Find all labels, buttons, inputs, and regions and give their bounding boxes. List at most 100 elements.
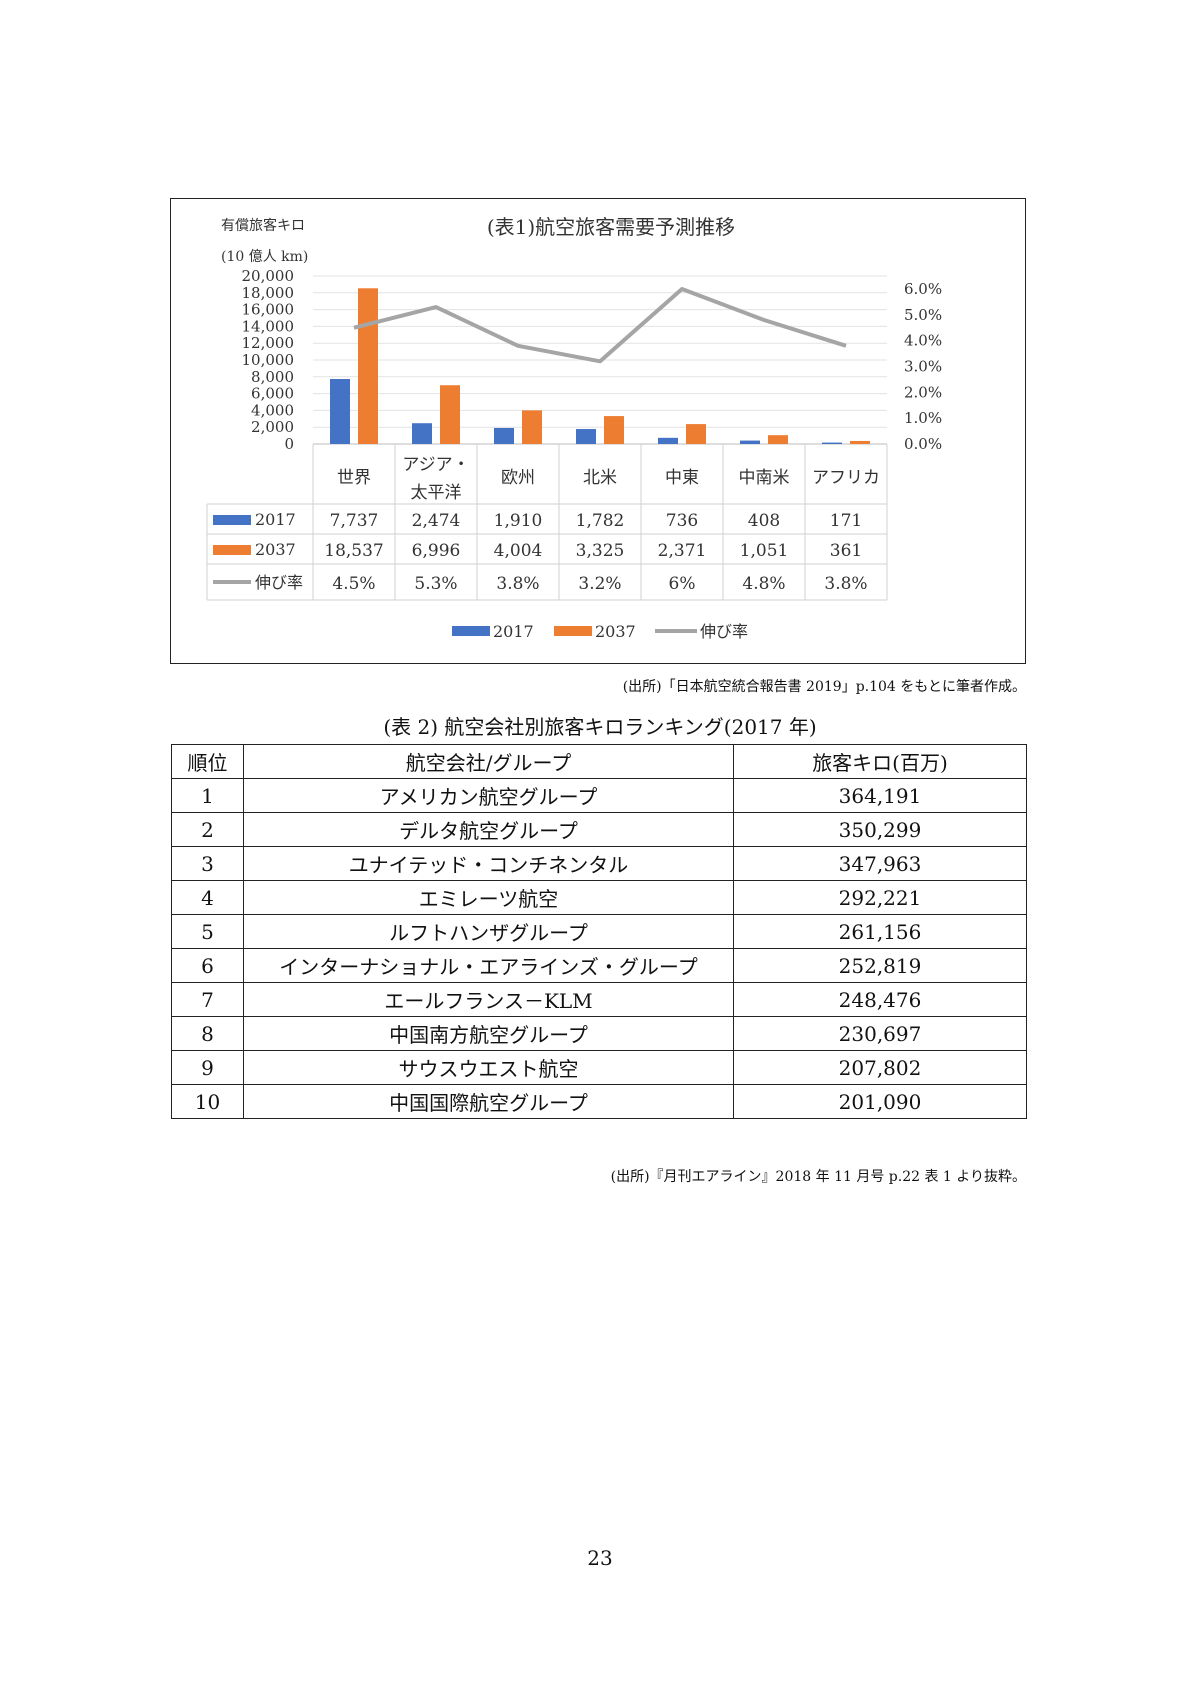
table-row: 8 中国南方航空グループ 230,697 <box>171 1016 1027 1051</box>
header-passenger-km: 旅客キロ(百万) <box>733 744 1027 779</box>
table-row: 9 サウスウエスト航空 207,802 <box>171 1050 1027 1085</box>
data-label: 4.8% <box>742 574 785 594</box>
series-row-label: 2017 <box>255 510 296 529</box>
series-row-label: 伸び率 <box>255 573 303 592</box>
y-axis-label-line1: 有償旅客キロ <box>221 217 305 234</box>
bar-2017 <box>576 429 596 444</box>
category-label: アフリカ <box>812 468 880 488</box>
y-tick-left: 18,000 <box>242 284 295 302</box>
rank-cell: 5 <box>171 914 244 949</box>
series-row-label: 2037 <box>255 540 296 559</box>
rank-cell: 4 <box>171 880 244 915</box>
table-row: 7 エールフランス－KLM 248,476 <box>171 982 1027 1017</box>
data-label: 3.8% <box>496 574 539 594</box>
bar-2017 <box>658 437 678 444</box>
data-label: 6% <box>669 574 696 594</box>
data-label: 4.5% <box>332 574 375 594</box>
chart-source-note: (出所)「日本航空統合報告書 2019」p.104 をもとに筆者作成。 <box>622 679 1026 695</box>
page-number: 23 <box>587 1546 613 1570</box>
passenger-km-cell: 201,090 <box>733 1084 1027 1119</box>
bar-2037 <box>686 424 706 444</box>
table-source-note: (出所)『月刊エアライン』2018 年 11 月号 p.22 表 1 より抜粋。 <box>610 1169 1026 1185</box>
legend-label: 伸び率 <box>700 622 748 641</box>
data-label: 171 <box>830 511 862 531</box>
passenger-km-cell: 350,299 <box>733 812 1027 847</box>
bar-2037 <box>522 410 542 444</box>
chart-frame: (表1)航空旅客需要予測推移 有償旅客キロ (10 億人 km) 0 2,000 4,00… <box>170 198 1026 664</box>
rank-cell: 3 <box>171 846 244 881</box>
passenger-km-cell: 248,476 <box>733 982 1027 1017</box>
passenger-km-cell: 292,221 <box>733 880 1027 915</box>
passenger-km-cell: 230,697 <box>733 1016 1027 1051</box>
category-label: 世界 <box>337 468 371 488</box>
y-tick-right: 4.0% <box>904 332 942 350</box>
y-tick-left: 12,000 <box>242 334 295 352</box>
rank-cell: 1 <box>171 778 244 813</box>
data-label: 4,004 <box>494 541 543 561</box>
airline-cell: ルフトハンザグループ <box>243 914 734 949</box>
data-label: 7,737 <box>330 511 379 531</box>
chart-title: (表1)航空旅客需要予測推移 <box>487 215 735 239</box>
passenger-km-cell: 261,156 <box>733 914 1027 949</box>
category-label: 中南米 <box>739 468 790 488</box>
header-rank: 順位 <box>171 744 244 779</box>
data-label: 1,051 <box>740 541 789 561</box>
y-tick-right: 3.0% <box>904 358 942 376</box>
data-label: 1,910 <box>494 511 543 531</box>
passenger-km-cell: 364,191 <box>733 778 1027 813</box>
y-tick-left: 8,000 <box>251 368 294 386</box>
y-tick-left: 10,000 <box>242 351 295 369</box>
bar-2037 <box>440 385 460 444</box>
data-label: 5.3% <box>414 574 457 594</box>
table-row: 6 インターナショナル・エアラインズ・グループ 252,819 <box>171 948 1027 983</box>
y-tick-left: 20,000 <box>242 267 295 285</box>
rank-cell: 6 <box>171 948 244 983</box>
rank-cell: 2 <box>171 812 244 847</box>
y-tick-left: 6,000 <box>251 385 294 403</box>
category-label: 中東 <box>665 468 699 488</box>
data-label: 408 <box>748 511 780 531</box>
y-axis-label-line2: (10 億人 km) <box>221 249 308 265</box>
airline-cell: エミレーツ航空 <box>243 880 734 915</box>
passenger-km-cell: 347,963 <box>733 846 1027 881</box>
table-row: 4 エミレーツ航空 292,221 <box>171 880 1027 915</box>
y-tick-right: 0.0% <box>904 435 942 453</box>
y-tick-left: 2,000 <box>251 418 294 436</box>
airline-cell: インターナショナル・エアラインズ・グループ <box>243 948 734 983</box>
category-label: 欧州 <box>501 468 535 488</box>
y-tick-right: 5.0% <box>904 306 942 324</box>
rank-cell: 8 <box>171 1016 244 1051</box>
legend-key-2017 <box>213 515 251 525</box>
airline-ranking-table: 順位 航空会社/グループ 旅客キロ(百万) 1 アメリカン航空グループ 364,19… <box>171 744 1027 1119</box>
data-label: 361 <box>830 541 862 561</box>
bar-2037 <box>768 435 788 444</box>
header-airline: 航空会社/グループ <box>243 744 734 779</box>
line-伸び率 <box>353 287 847 364</box>
table-title: (表 2) 航空会社別旅客キロランキング(2017 年) <box>383 715 817 739</box>
bar-2017 <box>330 379 350 444</box>
bar-2037 <box>358 288 378 444</box>
category-label: 北米 <box>583 468 617 488</box>
data-label: 3,325 <box>576 541 625 561</box>
bar-2017 <box>822 442 842 444</box>
table-row: 5 ルフトハンザグループ 261,156 <box>171 914 1027 949</box>
y-tick-right: 6.0% <box>904 280 942 298</box>
bar-2017 <box>412 423 432 444</box>
legend-swatch-2017 <box>452 626 490 636</box>
data-label: 18,537 <box>324 541 383 561</box>
passenger-km-cell: 207,802 <box>733 1050 1027 1085</box>
airline-cell: サウスウエスト航空 <box>243 1050 734 1085</box>
table-row: 3 ユナイテッド・コンチネンタル 347,963 <box>171 846 1027 881</box>
data-label: 1,782 <box>576 511 625 531</box>
data-label: 2,474 <box>412 511 461 531</box>
airline-cell: 中国国際航空グループ <box>243 1084 734 1119</box>
y-tick-right: 1.0% <box>904 409 942 427</box>
passenger-km-cell: 252,819 <box>733 948 1027 983</box>
airline-cell: ユナイテッド・コンチネンタル <box>243 846 734 881</box>
airline-cell: 中国南方航空グループ <box>243 1016 734 1051</box>
airline-cell: デルタ航空グループ <box>243 812 734 847</box>
y-tick-left: 14,000 <box>242 317 295 335</box>
legend-label: 2017 <box>493 622 534 641</box>
rank-cell: 9 <box>171 1050 244 1085</box>
